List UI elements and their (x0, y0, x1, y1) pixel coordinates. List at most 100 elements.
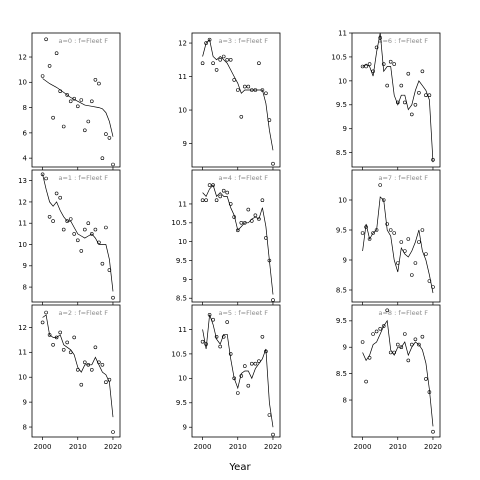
data-point (107, 377, 112, 382)
data-point (72, 96, 76, 101)
data-point (107, 268, 112, 272)
data-point (107, 136, 112, 140)
data-point (243, 364, 247, 368)
data-point (54, 191, 59, 196)
data-point (111, 162, 115, 167)
x-tick-label: 2020 (424, 443, 442, 451)
data-point (392, 231, 397, 235)
data-point (225, 57, 229, 62)
data-point (51, 115, 55, 120)
data-point (250, 361, 254, 366)
y-tick-label: 8.5 (336, 370, 347, 378)
y-tick-label: 10.5 (331, 53, 347, 61)
data-point (44, 310, 48, 315)
y-tick-label: 9 (23, 262, 27, 270)
data-point (58, 89, 63, 93)
panel-7: a=5 : f=Fleet F 9 9.5 10 10.5 11 2000 2010 2020 (171, 304, 282, 451)
data-point (207, 183, 212, 187)
y-tick-label: 8.5 (336, 286, 347, 294)
data-point (271, 432, 275, 437)
data-point (360, 231, 365, 235)
data-point (236, 88, 240, 92)
data-point (61, 124, 66, 129)
data-point (204, 41, 208, 45)
data-point (364, 225, 368, 229)
data-point (374, 329, 379, 334)
panel-strip-label: a=8 : f=Fleet F (378, 309, 428, 317)
panel-2: a=6 : f=Fleet F 8.5 9 9.5 10 10.5 11 (331, 29, 441, 170)
data-point (424, 252, 428, 256)
fit-line (362, 32, 434, 163)
data-point (65, 340, 69, 345)
data-point (100, 156, 105, 160)
panel-frame (191, 169, 281, 303)
data-point (257, 61, 261, 66)
data-point (427, 279, 432, 283)
data-point (246, 84, 251, 89)
data-point (267, 258, 272, 263)
data-point (40, 172, 45, 177)
data-point (211, 183, 215, 187)
x-tick-label: 2010 (69, 443, 87, 451)
y-tick-label: 11 (178, 326, 187, 334)
y-tick-label: 12 (178, 39, 187, 47)
y-tick-label: 10 (18, 374, 27, 382)
data-point (385, 308, 390, 313)
data-point (431, 285, 435, 289)
data-point (402, 332, 407, 336)
data-point (72, 335, 76, 340)
data-point (47, 215, 52, 219)
data-point (104, 132, 108, 136)
data-point (58, 195, 63, 200)
data-point (395, 261, 400, 265)
panel-0: a=0 : f=Fleet F 4 6 8 10 12 (18, 32, 121, 170)
data-point (104, 380, 108, 385)
data-point (420, 334, 425, 339)
y-tick-label: 9 (183, 424, 187, 432)
data-point (260, 198, 265, 202)
data-point (221, 334, 226, 339)
data-point (207, 37, 212, 42)
data-point (420, 69, 425, 74)
data-point (360, 340, 365, 344)
data-point (200, 198, 205, 202)
x-tick-label: 2020 (264, 443, 282, 451)
fit-line (42, 78, 114, 137)
data-point (264, 236, 268, 240)
fit-line (202, 184, 274, 295)
data-point (218, 57, 222, 62)
panel-frame (191, 32, 281, 168)
data-point (44, 176, 48, 181)
data-point (413, 337, 418, 342)
data-point (378, 183, 383, 187)
panel-3: a=1 : f=Fleet F 8 9 10 11 12 13 (18, 169, 121, 305)
panel-strip-label: a=2 : f=Fleet F (58, 309, 108, 317)
data-point (97, 240, 101, 245)
y-tick-label: 4 (23, 155, 28, 163)
data-point (65, 93, 69, 97)
data-point (395, 342, 400, 347)
data-point (218, 194, 222, 199)
data-point (260, 88, 265, 92)
data-point (409, 342, 414, 347)
data-point (409, 273, 414, 277)
data-point (246, 207, 251, 212)
y-tick-label: 10 (178, 238, 187, 246)
data-point (360, 64, 365, 69)
y-tick-label: 8 (23, 283, 27, 291)
data-point (214, 334, 219, 339)
panel-8: a=8 : f=Fleet F 8 8.5 9 9.5 2000 2010 2020 (336, 304, 442, 451)
data-point (406, 71, 411, 76)
fit-line (202, 39, 274, 151)
data-point (417, 342, 421, 347)
data-point (267, 118, 272, 122)
y-tick-label: 8 (23, 423, 27, 431)
data-point (392, 350, 397, 355)
data-point (253, 213, 258, 218)
y-tick-label: 9.5 (336, 317, 347, 325)
panel-strip-label: a=4 : f=Fleet F (218, 174, 268, 182)
y-tick-label: 12 (18, 324, 27, 332)
data-point (246, 383, 251, 388)
y-tick-label: 11 (338, 29, 347, 37)
x-axis-label: Year (228, 462, 251, 473)
